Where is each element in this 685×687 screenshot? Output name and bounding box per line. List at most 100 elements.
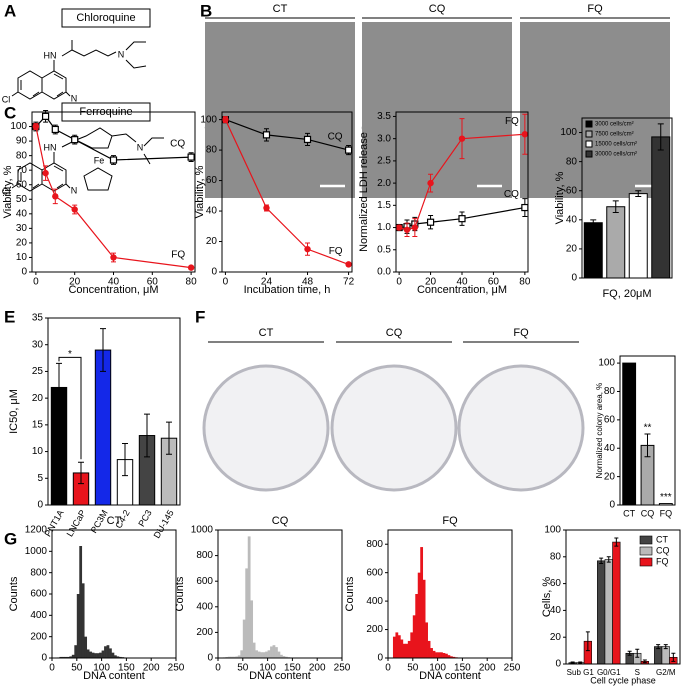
histogram-bar (417, 572, 421, 658)
error-bar (614, 537, 619, 547)
marker (458, 135, 466, 142)
plate-label: FQ (513, 327, 529, 339)
histogram-bar (74, 645, 78, 658)
error-bar (144, 413, 150, 458)
histogram-bar (450, 656, 453, 658)
histogram-bar (410, 632, 414, 658)
y-tick-label: 0 (207, 653, 213, 664)
marker (427, 179, 434, 187)
y-tick-label: 0.5 (377, 244, 391, 255)
error-bar (590, 219, 597, 227)
x-tick-label: G0/G1 (597, 668, 621, 677)
x-tick-label: Sub G1 (567, 668, 595, 677)
histogram-bar (275, 647, 278, 658)
legend-swatch (585, 150, 593, 158)
marker (187, 264, 195, 271)
y-axis-label: Viability, % (2, 165, 14, 218)
histogram-bar (240, 650, 244, 658)
x-tick-label: 0 (223, 277, 229, 288)
plot-frame (387, 529, 513, 659)
x-tick-label: 50 (407, 663, 419, 674)
x-tick-label: 60 (488, 277, 500, 288)
histogram-bar (412, 615, 416, 658)
chart-title: CQ (272, 515, 289, 527)
atom-label: N (71, 185, 78, 195)
panel-label: B (200, 1, 212, 20)
x-tick-label: 100 (429, 663, 446, 674)
series-label: FQ (329, 246, 343, 257)
y-tick-label: 1200 (25, 525, 48, 536)
marker (344, 146, 353, 154)
y-tick-label: 600 (30, 589, 47, 600)
y-tick-label: 40 (206, 206, 218, 217)
histogram-bar (392, 636, 396, 658)
histogram-bar (415, 594, 419, 658)
legend-label: CQ (656, 545, 670, 555)
bar (604, 559, 613, 665)
bar (628, 193, 648, 279)
y-tick-label: 400 (30, 610, 47, 621)
histogram-bar (447, 655, 451, 658)
y-tick-label: 80 (566, 156, 578, 167)
x-tick-label: 150 (284, 663, 301, 674)
x-tick-label: PC3 (136, 508, 153, 528)
histogram-bar (432, 650, 436, 658)
micrograph-label: CT (273, 3, 288, 15)
y-tick-label: 80 (206, 145, 218, 156)
legend-label: 15000 cells/cm² (595, 142, 637, 148)
x-tick-label: 250 (168, 663, 185, 674)
micrograph (362, 22, 512, 198)
x-axis-label: Concentration, μM (417, 284, 507, 296)
histogram-bar (422, 579, 426, 658)
x-tick-label: CT (623, 508, 635, 518)
histogram-bar (69, 656, 73, 658)
histogram-bar (255, 650, 258, 658)
histogram-bar (437, 652, 441, 658)
micrograph (520, 22, 670, 198)
y-axis-label: Counts (8, 576, 20, 611)
marker (222, 116, 229, 123)
y-tick-label: 0 (41, 653, 47, 664)
histogram-bar (280, 654, 283, 658)
x-tick-label: 0 (49, 663, 55, 674)
plot-frame (565, 529, 681, 665)
y-tick-label: 60 (550, 578, 562, 589)
error-bar (606, 556, 611, 563)
x-tick-label: 100 (259, 663, 276, 674)
y-tick-label: 0 (609, 500, 615, 511)
x-tick-label: 24 (261, 277, 273, 288)
marker (52, 193, 59, 200)
y-tick-label: 5 (37, 473, 43, 484)
y-axis-label: Viability, % (554, 171, 566, 224)
histogram-bar (66, 656, 70, 658)
x-tick-label: 80 (186, 277, 198, 288)
annotation: * (68, 349, 72, 360)
panel-label: F (195, 307, 205, 326)
y-tick-label: 20 (550, 632, 562, 643)
x-tick-label: 40 (108, 277, 120, 288)
error-bar (635, 648, 640, 658)
series-line (35, 126, 192, 269)
y-tick-label: 10 (16, 252, 28, 263)
histogram-bar (242, 619, 246, 658)
histogram-bar (397, 635, 401, 658)
x-axis-label: Cell cycle phase (590, 675, 656, 685)
name-box (61, 8, 151, 28)
y-tick-label: 0.0 (377, 267, 391, 278)
histogram-bar (227, 656, 231, 658)
x-axis-label: Incubation time, h (244, 284, 331, 296)
chart-title: FQ (442, 515, 458, 527)
histogram-bar (81, 583, 85, 658)
histogram-bar (440, 652, 443, 658)
x-tick-label: 0 (396, 277, 402, 288)
y-axis-label: Normalized LDH release (358, 132, 370, 252)
marker (51, 125, 59, 134)
y-axis-label: Normalized colony area, % (595, 383, 604, 479)
atom-label: Cl (2, 186, 11, 196)
error-bar (56, 362, 62, 412)
plot-frame (217, 529, 343, 659)
histogram-bar (64, 656, 68, 658)
x-tick-label: 80 (519, 277, 531, 288)
series-line (224, 119, 349, 265)
x-axis-label: DNA content (419, 670, 481, 682)
